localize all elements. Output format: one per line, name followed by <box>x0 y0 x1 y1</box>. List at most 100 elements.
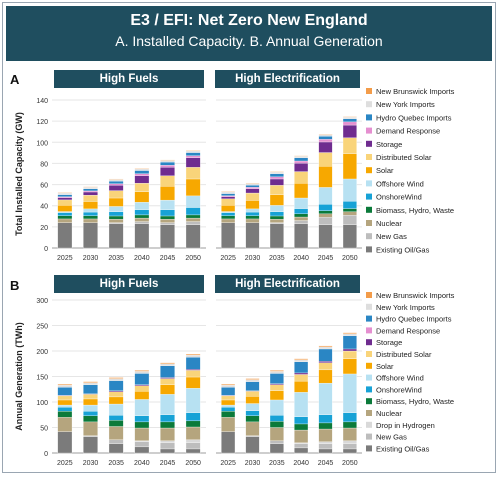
legend-b-label-drop-in-hydrogen: Drop in Hydrogen <box>376 421 435 430</box>
chart2-bar-new-brunswick-imports-2040 <box>134 370 150 372</box>
chart3-xtick-label: 2025 <box>220 460 236 467</box>
legend-b-swatch-onshorewind <box>366 386 372 393</box>
chart0-bar-new-york-imports-2045 <box>160 160 175 163</box>
chart2-bar-drop-in-hydrogen-2045 <box>160 440 175 443</box>
chart3-bar-new-brunswick-imports-2030 <box>245 378 260 380</box>
chart2-bar-offshore-wind-2030 <box>83 404 98 412</box>
legend-b-label-solar: Solar <box>376 362 394 371</box>
chart3-bar-new-brunswick-imports-2035 <box>269 370 284 372</box>
chart3-bar-existing-oil-gas-2025 <box>221 431 236 454</box>
chart0-bar-distributed-solar-2045 <box>160 175 175 187</box>
chart2-bar-onshorewind-2025 <box>57 406 73 412</box>
chart0-bar-new-brunswick-imports-2030 <box>83 186 98 188</box>
chart3-bar-offshore-wind-2035 <box>269 399 284 416</box>
chart3-bar-hydro-quebec-imports-2030 <box>245 381 260 391</box>
chart3-bar-onshorewind-2030 <box>245 410 260 416</box>
chart2-bar-new-brunswick-imports-2025 <box>57 383 73 386</box>
chart1-bar-new-brunswick-imports-2025 <box>221 191 236 193</box>
chart0-bar-new-brunswick-imports-2040 <box>134 168 150 170</box>
chart2-bar-distributed-solar-2050 <box>185 370 201 378</box>
chart1-bar-new-gas-2040 <box>294 220 309 224</box>
chart1-bar-existing-oil-gas-2035 <box>269 223 284 249</box>
chart0-bar-distributed-solar-2050 <box>185 167 201 180</box>
chart2-xtick-label: 2045 <box>160 460 176 467</box>
legend-b-label-hydro-quebec-imports: Hydro Quebec Imports <box>376 315 452 324</box>
chart3-bar-hydro-quebec-imports-2040 <box>294 361 309 374</box>
chart3-bar-onshorewind-2050 <box>342 412 357 423</box>
chart2-bar-nuclear-2040 <box>134 427 150 441</box>
chart2-bar-hydro-quebec-imports-2035 <box>108 380 124 391</box>
chart1-bar-nuclear-2045 <box>318 213 333 218</box>
chart0-bar-nuclear-2030 <box>83 218 98 223</box>
chart3-xtick-label: 2050 <box>342 460 358 467</box>
legend-b-label-new-gas: New Gas <box>376 433 407 442</box>
chart3-bar-new-gas-2045 <box>318 443 333 450</box>
chart2-bar-distributed-solar-2025 <box>57 395 73 401</box>
chart2-bar-offshore-wind-2040 <box>134 399 150 416</box>
chart0-bar-new-brunswick-imports-2050 <box>185 150 201 152</box>
chart-title-generation-high-electrification: High Electrification <box>215 275 360 293</box>
chart3-bar-new-york-imports-2035 <box>269 371 284 374</box>
chart3-bar-hydro-quebec-imports-2035 <box>269 373 284 384</box>
chart1-bar-storage-2045 <box>318 141 333 153</box>
chart1-bar-existing-oil-gas-2040 <box>294 223 309 249</box>
chart0-bar-hydro-quebec-imports-2045 <box>160 161 175 166</box>
chart0-bar-new-gas-2040 <box>134 221 150 224</box>
chart2-bar-solar-2035 <box>108 396 124 405</box>
chart1-bar-demand-response-2030 <box>245 187 260 189</box>
legend-b-swatch-distributed-solar <box>366 351 372 357</box>
chart2-xtick-label: 2030 <box>83 460 99 467</box>
chart0-bar-biomass-hydro-waste-2030 <box>83 215 98 220</box>
chart2-bar-solar-2025 <box>57 399 73 406</box>
chart2-bar-onshorewind-2045 <box>160 414 175 423</box>
chart0-bar-new-york-imports-2050 <box>185 150 201 153</box>
chart0-bar-new-gas-2050 <box>185 221 201 225</box>
chart3-bar-new-gas-2040 <box>294 443 309 449</box>
chart-title-capacity-high-fuels: High Fuels <box>54 70 204 88</box>
chart3-bar-storage-2045 <box>318 361 333 363</box>
chart2-bar-nuclear-2050 <box>185 426 201 440</box>
chart3-bar-existing-oil-gas-2035 <box>269 443 284 454</box>
chart3-bar-distributed-solar-2045 <box>318 362 333 371</box>
chart0-bar-onshorewind-2045 <box>160 209 175 217</box>
chart1-bar-distributed-solar-2025 <box>221 198 236 206</box>
chart3-bar-nuclear-2045 <box>318 428 333 442</box>
legend-b-swatch-demand-response <box>366 327 372 334</box>
chart0-bar-solar-2030 <box>83 201 98 210</box>
chart1-bar-distributed-solar-2050 <box>342 137 357 154</box>
chart1-bar-offshore-wind-2040 <box>294 197 309 209</box>
chart3-bar-new-brunswick-imports-2040 <box>294 358 309 360</box>
chart2-bar-distributed-solar-2040 <box>134 385 150 392</box>
chart0-ytick-label: 80 <box>40 161 48 168</box>
chart3-bar-existing-oil-gas-2050 <box>342 448 357 454</box>
chart2-bar-existing-oil-gas-2025 <box>57 431 73 454</box>
chart0-xtick-label: 2045 <box>160 255 176 262</box>
chart1-bar-offshore-wind-2030 <box>245 208 260 213</box>
chart2-bar-biomass-hydro-waste-2040 <box>134 421 150 429</box>
chart1-xtick-label: 2025 <box>220 255 236 262</box>
legend-b-swatch-solar <box>366 362 372 369</box>
chart2-xtick-label: 2025 <box>57 460 73 467</box>
chart3-bar-new-york-imports-2030 <box>245 379 260 382</box>
chart1-bar-biomass-hydro-waste-2035 <box>269 215 284 220</box>
chart2-bar-offshore-wind-2050 <box>185 388 201 413</box>
chart0-bar-offshore-wind-2040 <box>134 202 150 210</box>
chart0-bar-biomass-hydro-waste-2040 <box>134 214 150 219</box>
legend-a-swatch-new-gas <box>366 233 372 240</box>
chart0-bar-new-gas-2045 <box>160 222 175 225</box>
chart2-ytick-label: 250 <box>36 324 48 331</box>
chart2-ytick-label: 100 <box>36 400 48 407</box>
chart2-ytick-label: 150 <box>36 375 48 382</box>
chart2-bar-biomass-hydro-waste-2050 <box>185 420 201 428</box>
legend-a-label-solar: Solar <box>376 166 394 175</box>
chart2-bar-biomass-hydro-waste-2035 <box>108 420 124 427</box>
chart1-bar-distributed-solar-2040 <box>294 171 309 184</box>
chart1-bar-new-brunswick-imports-2030 <box>245 182 260 184</box>
chart3-bar-new-brunswick-imports-2025 <box>221 383 236 386</box>
chart0-bar-solar-2025 <box>57 205 73 212</box>
chart3-bar-existing-oil-gas-2030 <box>245 436 260 454</box>
chart1-bar-onshorewind-2030 <box>245 211 260 216</box>
chart2-bar-storage-2045 <box>160 377 175 379</box>
legend-a-label-new-york-imports: New York Imports <box>376 100 435 109</box>
chart1-bar-onshorewind-2025 <box>221 212 236 216</box>
